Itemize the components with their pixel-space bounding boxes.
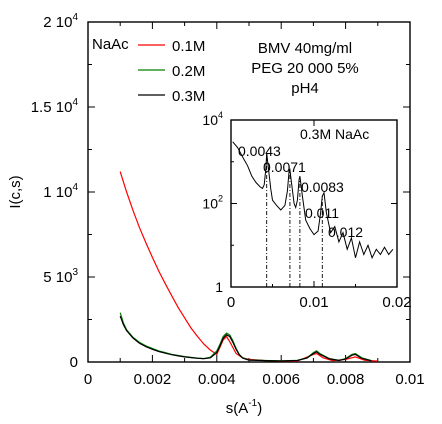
inset-x-tick-label: 0 <box>227 294 235 311</box>
inset-peak-label: 0.0083 <box>301 179 344 195</box>
main-chart: 0 0.002 0.004 0.006 0.008 0.01 0 5 103 1 104 1.5 … <box>7 12 425 417</box>
inset-x-tick-label: 0.02 <box>382 294 411 311</box>
legend: NaAc 0.1M 0.2M 0.3M <box>92 36 205 105</box>
annotation-line: BMV 40mg/ml <box>258 40 352 57</box>
inset-x-tick-label: 0.01 <box>299 294 328 311</box>
series-line-0.1M <box>119 171 378 362</box>
annotation: BMV 40mg/ml PEG 20 000 5% pH4 <box>251 40 359 97</box>
annotation-line: pH4 <box>291 80 319 97</box>
inset-y-tick-label: 1 <box>215 279 223 295</box>
inset-peak-label: 0.0071 <box>263 159 306 175</box>
y-tick-label: 0 <box>70 354 78 371</box>
x-tick-label: 0.006 <box>262 371 300 388</box>
main-plot-frame <box>87 21 411 363</box>
inset-peak-label: 0.012 <box>328 224 363 240</box>
y-tick-label: 1.5 104 <box>31 97 79 116</box>
x-tick-label: 0.01 <box>395 371 424 388</box>
legend-label-0.2M: 0.2M <box>172 63 205 80</box>
y-tick-label: 5 103 <box>43 267 78 286</box>
annotation-line: PEG 20 000 5% <box>251 60 359 77</box>
series-line-0.2M <box>119 312 372 362</box>
inset-peak-label: 0.011 <box>305 205 339 221</box>
y-axis-title: I(c,s) <box>7 175 24 208</box>
inset-series-line <box>232 141 394 260</box>
legend-label-0.3M: 0.3M <box>172 88 205 105</box>
inset-legend: 0.3M NaAc <box>300 126 369 142</box>
x-tick-label: 0.008 <box>327 371 365 388</box>
x-tick-label: 0.002 <box>134 371 172 388</box>
inset-y-tick-label: 102 <box>202 194 223 212</box>
x-tick-label: 0 <box>84 371 92 388</box>
inset-peak-label: 0.0043 <box>238 143 281 159</box>
series-line-0.3M <box>119 315 372 362</box>
legend-title: NaAc <box>92 36 129 53</box>
x-tick-label: 0.004 <box>198 371 236 388</box>
y-tick-label: 2 104 <box>43 12 78 31</box>
legend-label-0.1M: 0.1M <box>172 38 205 55</box>
y-tick-label: 1 104 <box>43 182 78 201</box>
x-axis-title: s(A-1) <box>226 398 262 417</box>
inset-y-tick-label: 104 <box>202 110 223 128</box>
